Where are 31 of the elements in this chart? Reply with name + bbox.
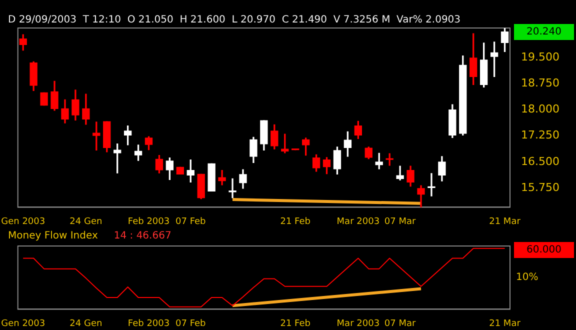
y-tick-label: 15.750 [521, 180, 560, 194]
candlestick [218, 170, 226, 186]
x-tick-label: 24 Gen [70, 318, 102, 329]
x-tick-label: Gen 2003 [1, 216, 46, 227]
x-tick-label: 07 Feb [176, 216, 206, 227]
x-tick-label: Mar 2003 [336, 216, 380, 227]
text: 10% [516, 272, 538, 284]
x-tick-label: 07 Mar [384, 216, 416, 227]
x-tick-label: 07 Mar [384, 318, 416, 329]
y-tick-label: 18.750 [521, 76, 560, 90]
x-tick-label: 07 Feb [176, 318, 206, 329]
y-tick-label: 19.500 [521, 50, 560, 64]
x-tick-label: 21 Feb [280, 216, 311, 227]
x-tick-label: 21 Mar [489, 318, 521, 329]
chart-title: Money Flow Index [8, 230, 98, 242]
text: 60.000 [526, 244, 562, 256]
x-tick-label: 21 Feb [280, 318, 311, 329]
x-tick-label: 24 Gen [70, 216, 102, 227]
x-tick-label: 21 Mar [489, 216, 521, 227]
y-tick-label: 17.250 [521, 128, 560, 142]
x-tick-label: Feb 2003 [128, 216, 170, 227]
x-tick-label: Feb 2003 [128, 318, 170, 329]
x-tick-label: Mar 2003 [336, 318, 380, 329]
y-tick-label: 16.500 [521, 154, 560, 168]
candlestick [428, 173, 436, 196]
text: 20.240 [526, 26, 562, 38]
x-tick-label: Gen 2003 [1, 318, 46, 329]
chart-subtitle: 14 : 46.667 [114, 230, 172, 242]
chart-subtitle: D 29/09/2003 T 12:10 O 21.050 H 21.600 L 20.970 C 21.490 V 7.3256 M Var% 2.0903 [8, 14, 461, 26]
y-tick-label: 18.000 [521, 102, 560, 116]
candlestick [228, 178, 236, 198]
